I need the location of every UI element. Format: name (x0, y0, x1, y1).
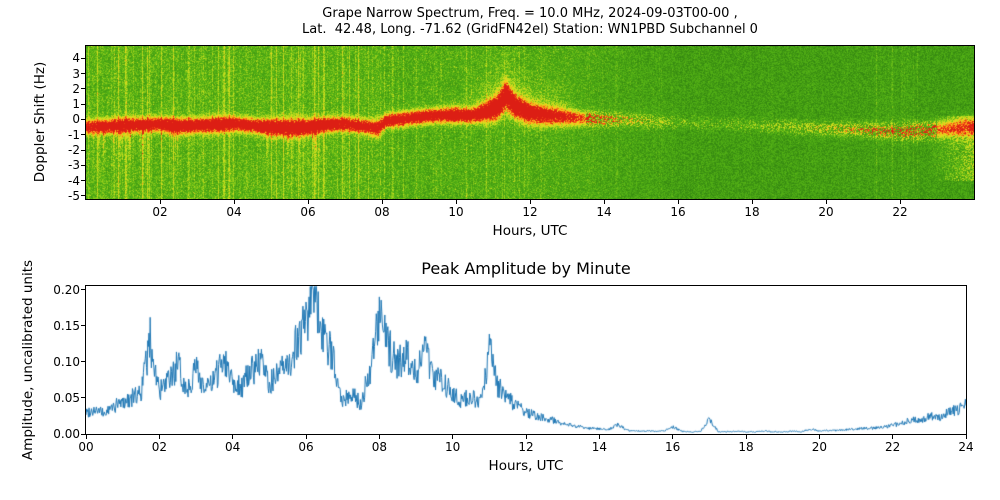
spectrogram-x-tick-label: 08 (374, 205, 390, 219)
amplitude-x-tick-mark (818, 435, 820, 439)
spectrogram-y-tick-mark (81, 164, 85, 166)
spectrogram-y-tick-label: -1 (68, 127, 80, 142)
amplitude-x-tick-mark (525, 435, 527, 439)
spectrogram-x-tick-mark (677, 200, 679, 204)
spectrogram-y-tick-label: 2 (72, 81, 80, 96)
spectrogram-y-tick-mark (81, 195, 85, 197)
spectrogram-x-tick-mark (603, 200, 605, 204)
spectrogram-x-tick-label: 02 (152, 205, 168, 219)
spectrogram-x-tick-mark (307, 200, 309, 204)
spectrogram-title-line2: Lat. 42.48, Long. -71.62 (GridFN42el) St… (302, 22, 758, 37)
spectrogram-y-tick-mark (81, 57, 85, 59)
spectrogram-y-tick-label: -3 (68, 158, 80, 173)
amplitude-x-tick-mark (85, 435, 87, 439)
spectrogram-plot-area (85, 45, 975, 200)
spectrogram-y-tick-mark (81, 134, 85, 136)
spectrogram-x-tick-mark (529, 200, 531, 204)
amplitude-y-tick-label: 0.05 (53, 390, 80, 405)
spectrogram-y-tick-mark (81, 149, 85, 151)
amplitude-x-tick-mark (158, 435, 160, 439)
amplitude-plot-area (85, 285, 967, 435)
spectrogram-title-line1: Grape Narrow Spectrum, Freq. = 10.0 MHz,… (322, 6, 738, 21)
amplitude-x-tick-label: 22 (885, 440, 901, 454)
amplitude-x-tick-label: 14 (591, 440, 607, 454)
amplitude-ylabel: Amplitude, uncalibrated units (20, 259, 36, 461)
spectrogram-x-tick-label: 10 (448, 205, 464, 219)
amplitude-x-tick-mark (378, 435, 380, 439)
amplitude-x-tick-label: 16 (665, 440, 681, 454)
spectrogram-y-tick-label: 0 (72, 112, 80, 127)
spectrogram-x-tick-mark (751, 200, 753, 204)
spectrogram-x-tick-mark (455, 200, 457, 204)
amplitude-x-tick-label: 00 (78, 440, 94, 454)
amplitude-x-tick-mark (672, 435, 674, 439)
spectrogram-x-tick-mark (381, 200, 383, 204)
spectrogram-y-tick-label: 4 (72, 51, 80, 66)
amplitude-x-tick-label: 02 (151, 440, 167, 454)
amplitude-y-tick-label: 0.10 (53, 354, 80, 369)
amplitude-y-tick-label: 0.00 (53, 427, 80, 441)
amplitude-y-tick-mark (81, 289, 85, 291)
amplitude-x-tick-label: 06 (298, 440, 314, 454)
amplitude-x-tick-mark (745, 435, 747, 439)
amplitude-x-tick-label: 18 (738, 440, 754, 454)
spectrogram-x-tick-label: 06 (300, 205, 316, 219)
spectrogram-y-tick-label: -2 (68, 143, 80, 158)
spectrogram-x-tick-label: 04 (226, 205, 242, 219)
amplitude-y-tick-mark (81, 361, 85, 363)
spectrogram-x-tick-mark (825, 200, 827, 204)
spectrogram-y-tick-mark (81, 73, 85, 75)
amplitude-y-tick-label: 0.15 (53, 318, 80, 333)
amplitude-x-tick-mark (305, 435, 307, 439)
amplitude-x-tick-label: 24 (958, 440, 974, 454)
spectrogram-y-tick-label: 1 (72, 97, 80, 112)
spectrogram-y-tick-mark (81, 180, 85, 182)
spectrogram-y-tick-label: -5 (68, 188, 80, 203)
amplitude-x-tick-label: 08 (371, 440, 387, 454)
spectrogram-x-tick-mark (899, 200, 901, 204)
spectrogram-xlabel: Hours, UTC (492, 223, 568, 239)
spectrogram-x-tick-mark (233, 200, 235, 204)
spectrogram-ylabel: Doppler Shift (Hz) (32, 61, 48, 183)
spectrogram-x-tick-label: 14 (596, 205, 612, 219)
amplitude-y-tick-mark (81, 433, 85, 435)
spectrogram-y-tick-mark (81, 103, 85, 105)
spectrogram-y-tick-label: -4 (68, 173, 80, 188)
amplitude-y-tick-label: 0.20 (53, 282, 80, 297)
amplitude-canvas (86, 286, 966, 434)
spectrogram-y-tick-mark (81, 118, 85, 120)
amplitude-x-tick-mark (965, 435, 967, 439)
spectrogram-y-tick-mark (81, 88, 85, 90)
spectrogram-y-tick-label: 3 (72, 66, 80, 81)
amplitude-x-tick-mark (452, 435, 454, 439)
spectrogram-x-tick-mark (159, 200, 161, 204)
amplitude-y-tick-mark (81, 397, 85, 399)
spectrogram-canvas (86, 46, 974, 199)
spectrogram-x-tick-label: 20 (818, 205, 834, 219)
amplitude-x-tick-mark (598, 435, 600, 439)
spectrogram-x-tick-label: 16 (670, 205, 686, 219)
spectrogram-x-tick-label: 12 (522, 205, 538, 219)
spectrogram-x-tick-label: 18 (744, 205, 760, 219)
spectrogram-x-tick-label: 22 (892, 205, 908, 219)
amplitude-x-tick-label: 04 (225, 440, 241, 454)
amplitude-x-tick-mark (232, 435, 234, 439)
amplitude-y-tick-mark (81, 325, 85, 327)
amplitude-xlabel: Hours, UTC (488, 458, 564, 474)
amplitude-x-tick-label: 12 (518, 440, 534, 454)
amplitude-x-tick-mark (892, 435, 894, 439)
amplitude-x-tick-label: 10 (445, 440, 461, 454)
amplitude-x-tick-label: 20 (811, 440, 827, 454)
amplitude-title: Peak Amplitude by Minute (421, 259, 631, 278)
